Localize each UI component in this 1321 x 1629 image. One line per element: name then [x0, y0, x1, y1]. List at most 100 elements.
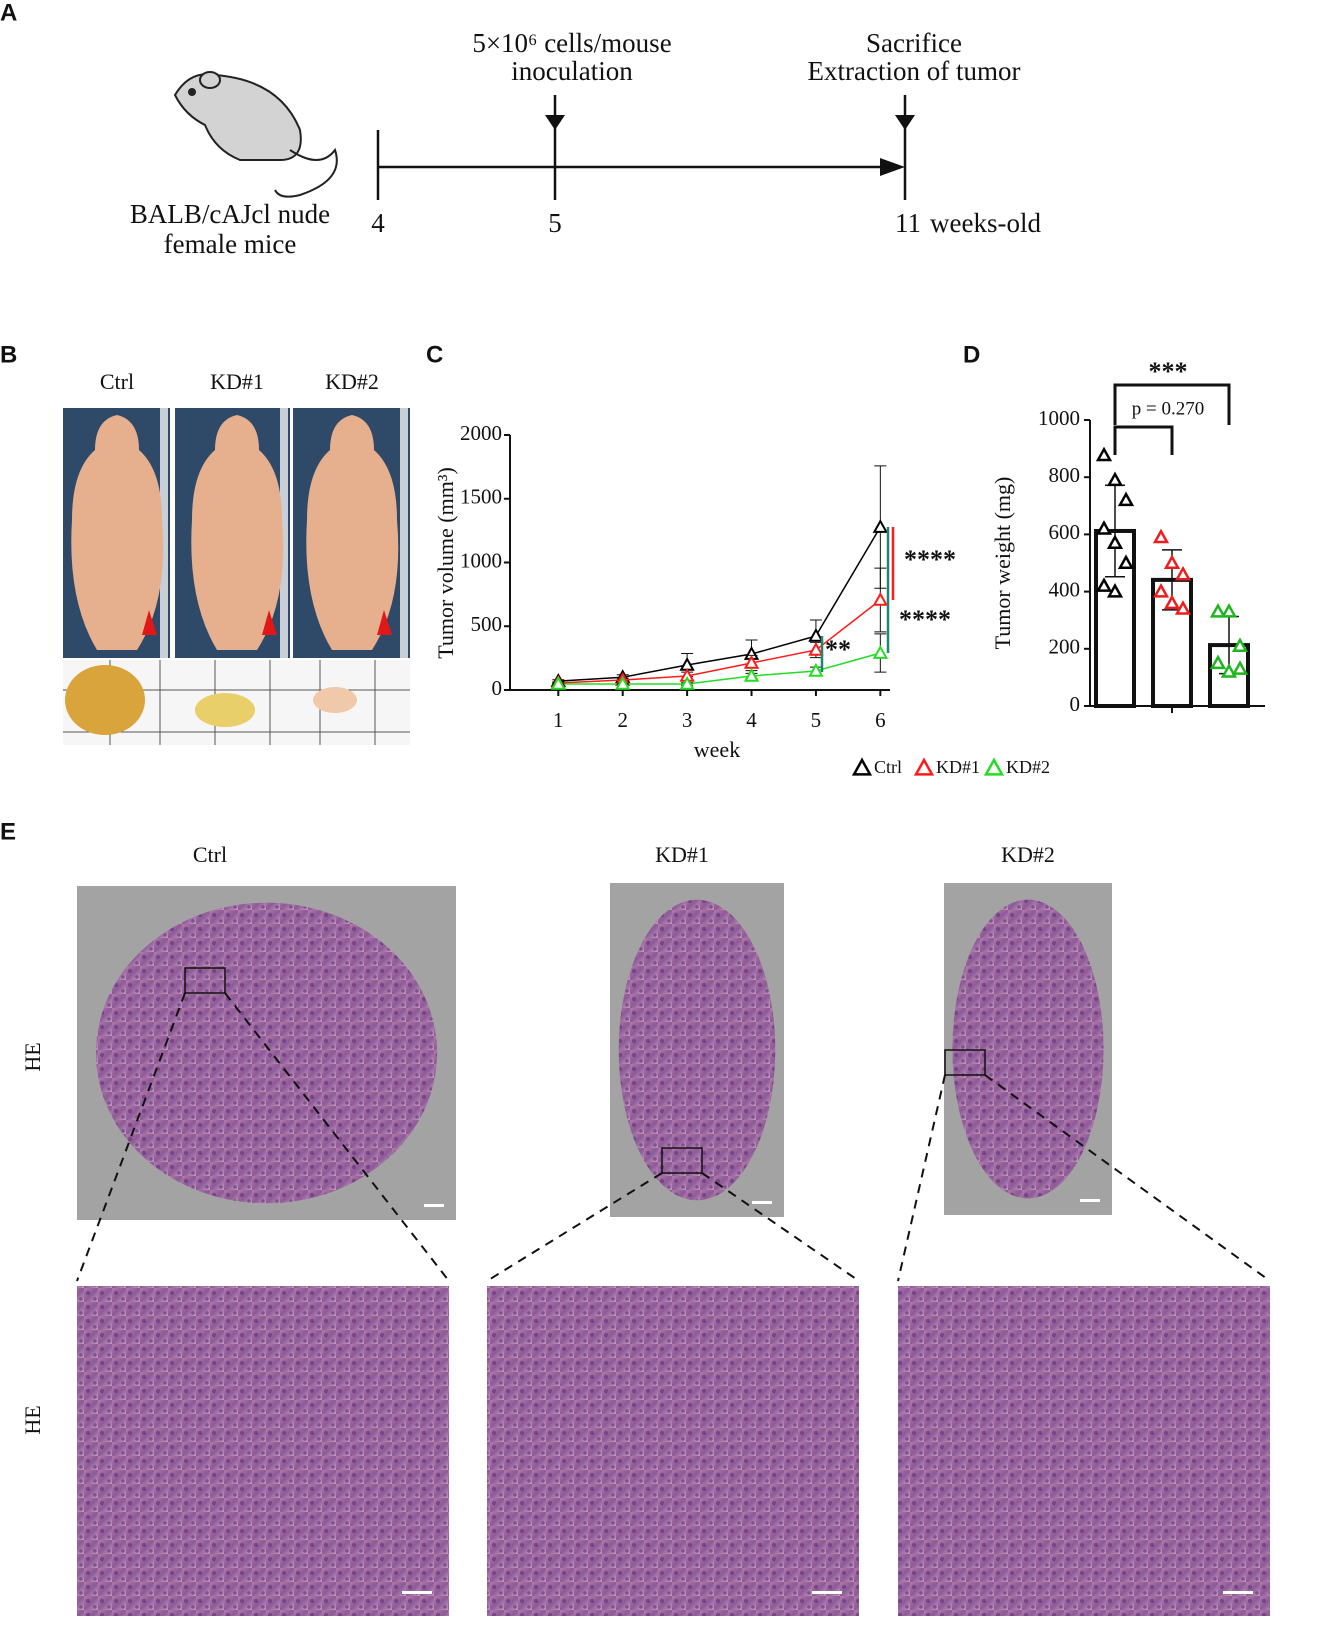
ruler [400, 408, 408, 658]
mouse-drawing [173, 71, 338, 198]
data-point [1152, 528, 1170, 544]
marker [872, 644, 889, 659]
photo-label: KD#2 [325, 369, 379, 394]
arrowhead [262, 610, 277, 635]
data-point [1163, 554, 1181, 570]
zoom-box [944, 1049, 986, 1076]
tumor [195, 693, 255, 727]
timeline-tick: 4 [371, 208, 385, 238]
series-line [558, 526, 881, 682]
panel-letter: C [426, 341, 443, 368]
zoom-image [77, 1286, 449, 1616]
timeline [376, 95, 907, 200]
significance: ** [825, 635, 851, 664]
data-point [1095, 520, 1113, 535]
ruler [160, 408, 168, 658]
legend-marker [983, 757, 1005, 776]
event-label: 5×10⁶ cells/mouse [472, 28, 671, 58]
data-point [1152, 583, 1170, 598]
scale-bar [1223, 1591, 1253, 1594]
subject-label: female mice [164, 229, 297, 259]
data-point [1163, 594, 1181, 610]
zoom-image [898, 1286, 1270, 1616]
mouse-photos [63, 408, 410, 745]
x-tick-label: 2 [617, 708, 628, 732]
data-point [1220, 603, 1238, 618]
mouse [191, 415, 284, 650]
legend-marker [913, 757, 935, 776]
legend-label: Ctrl [874, 757, 902, 777]
mouse [306, 415, 399, 650]
data-point [1106, 534, 1124, 550]
y-tick-label: 1000 [1038, 406, 1080, 430]
timeline-unit: weeks-old [930, 208, 1041, 238]
x-tick-label: 5 [811, 708, 822, 732]
significance: **** [904, 545, 956, 574]
photo-label: KD#1 [210, 369, 264, 394]
zoom-line [897, 1074, 1271, 1282]
y-tick-label: 1500 [460, 485, 502, 509]
data-point [1174, 565, 1192, 581]
event-label: Sacrifice [866, 28, 962, 58]
zoom-box [661, 1147, 703, 1174]
y-tick-label: 0 [1070, 692, 1081, 716]
series-line [558, 652, 881, 685]
marker [872, 591, 889, 606]
data-point [1209, 603, 1227, 618]
event-arrow [895, 115, 915, 130]
x-tick-label: 4 [746, 708, 757, 732]
y-tick-label: 200 [1049, 635, 1081, 659]
histology-images [76, 883, 1271, 1616]
x-tick-label: 6 [875, 708, 886, 732]
scale-bar [752, 1201, 772, 1204]
histology-label: Ctrl [193, 842, 227, 867]
p-value: p = 0.270 [1132, 398, 1204, 419]
y-axis-title: Tumor weight (mg) [990, 477, 1015, 650]
event-arrow [545, 115, 565, 130]
tissue [952, 899, 1104, 1199]
data-point [1117, 491, 1135, 507]
tumor [65, 665, 145, 735]
x-tick-label: 1 [553, 708, 564, 732]
event-label: Extraction of tumor [808, 56, 1021, 86]
y-tick-label: 2000 [460, 421, 502, 445]
marker [550, 675, 567, 690]
marker [808, 662, 824, 677]
marker [743, 667, 760, 682]
data-point [1106, 583, 1124, 598]
data-point [1095, 577, 1113, 592]
scale-bar [1080, 1199, 1100, 1202]
data-point [1231, 660, 1249, 675]
y-tick-label: 400 [1049, 577, 1081, 601]
panel-letter: B [0, 341, 17, 368]
data-point [1117, 554, 1135, 570]
photo-label: Ctrl [100, 369, 134, 394]
x-tick-label: 3 [682, 708, 693, 732]
timeline-arrow [880, 158, 905, 176]
x-axis-title: week [694, 737, 740, 762]
tissue [95, 902, 438, 1204]
y-tick-label: 800 [1049, 463, 1081, 487]
significance: **** [899, 605, 951, 634]
bracket [1113, 425, 1174, 455]
legend-marker [851, 757, 873, 776]
data-point [1220, 663, 1238, 678]
bracket [1113, 383, 1231, 425]
data-point [1095, 446, 1113, 462]
histology-label: KD#1 [655, 842, 709, 867]
tissue [618, 899, 776, 1201]
arrowhead [142, 610, 157, 635]
y-axis-title: Tumor volume (mm³) [433, 467, 458, 659]
panel-letter: A [0, 0, 17, 26]
legend-label: KD#1 [936, 757, 980, 777]
data-point [1231, 637, 1249, 652]
panel-letter: D [963, 341, 980, 368]
scale-bar [424, 1204, 444, 1207]
zoom-image [487, 1286, 859, 1616]
marker [615, 675, 631, 690]
zoom-line [76, 992, 450, 1282]
stain-label: HE [20, 1042, 45, 1071]
scale-bar [812, 1591, 842, 1594]
marker [808, 641, 824, 656]
event-label: inoculation [511, 56, 633, 86]
